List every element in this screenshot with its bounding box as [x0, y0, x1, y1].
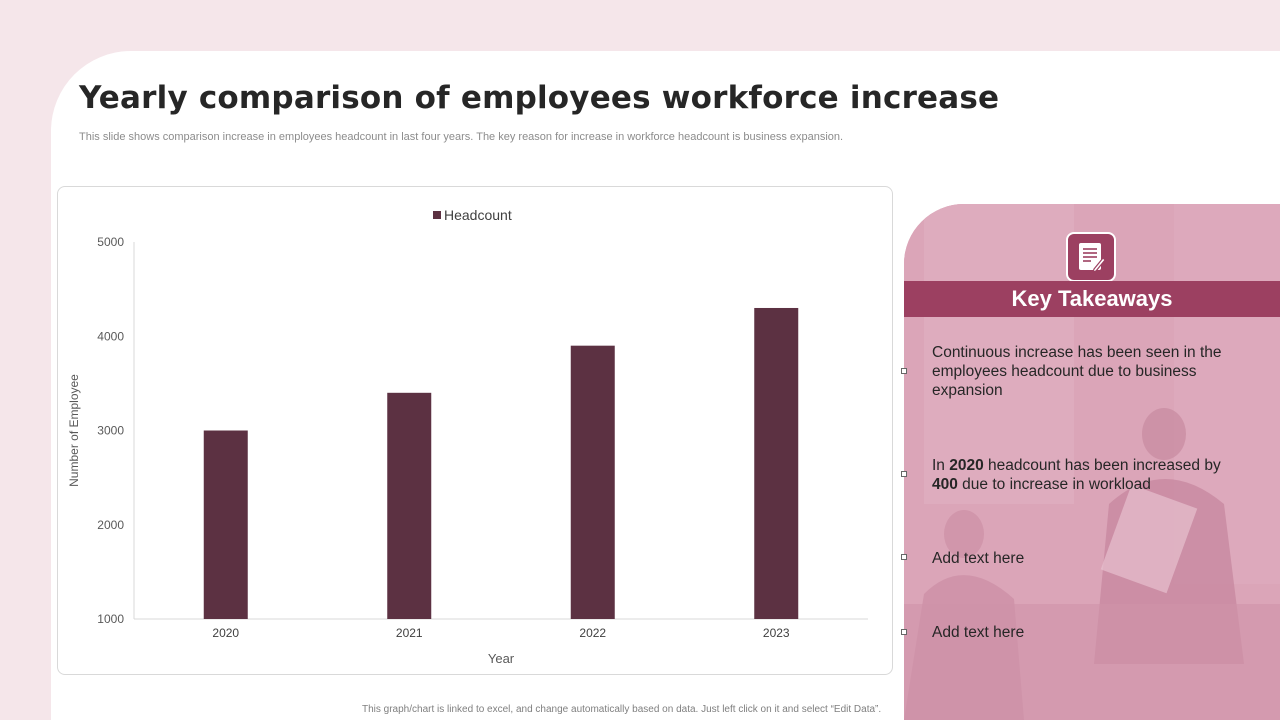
takeaway-item-4[interactable]: Add text here	[932, 624, 1025, 641]
y-axis-title: Number of Employee	[67, 374, 81, 487]
legend-swatch	[433, 211, 441, 219]
key-takeaways-header: Key Takeaways	[904, 281, 1280, 317]
takeaway-item-3[interactable]: Add text here	[932, 550, 1025, 567]
notepad-pencil-icon	[1066, 232, 1116, 282]
bar-2022	[570, 345, 615, 619]
y-tick-label: 2000	[97, 518, 124, 532]
legend-label: Headcount	[444, 207, 512, 223]
takeaway-text: due to increase in workload	[957, 476, 1151, 493]
chart-card[interactable]: 1000 2000 3000 4000 5000 2020 2021 2022 2023 Year…	[57, 186, 893, 675]
bar-chart[interactable]: 1000 2000 3000 4000 5000 2020 2021 2022 2023 Year…	[58, 187, 894, 676]
bar-2021	[387, 392, 432, 619]
bullet-marker	[901, 471, 907, 477]
x-axis-title: Year	[488, 651, 515, 666]
takeaway-text: headcount has been increased by	[983, 457, 1221, 474]
x-tick-label: 2020	[212, 626, 239, 640]
takeaway-item-2: In 2020 headcount has been increased by …	[932, 456, 1222, 494]
x-tick-label: 2021	[396, 626, 423, 640]
y-tick-label: 4000	[97, 329, 124, 343]
takeaway-text: In	[932, 457, 950, 474]
footer-note: This graph/chart is linked to excel, and…	[362, 704, 882, 715]
page-title: Yearly comparison of employees workforce…	[79, 80, 1000, 116]
y-tick-label: 1000	[97, 612, 124, 626]
bar-2020	[203, 430, 248, 619]
bullet-marker	[901, 554, 907, 560]
x-tick-label: 2022	[579, 626, 606, 640]
x-tick-label: 2023	[763, 626, 790, 640]
y-tick-label: 3000	[97, 424, 124, 438]
takeaway-year: 2020	[949, 457, 984, 474]
page-subtitle: This slide shows comparison increase in …	[79, 131, 844, 143]
takeaway-item-1: Continuous increase has been seen in the…	[932, 344, 1222, 399]
bar-2023	[754, 307, 799, 619]
bullet-marker	[901, 368, 907, 374]
bullet-marker	[901, 629, 907, 635]
takeaway-amount: 400	[932, 476, 958, 493]
y-tick-label: 5000	[97, 235, 124, 249]
